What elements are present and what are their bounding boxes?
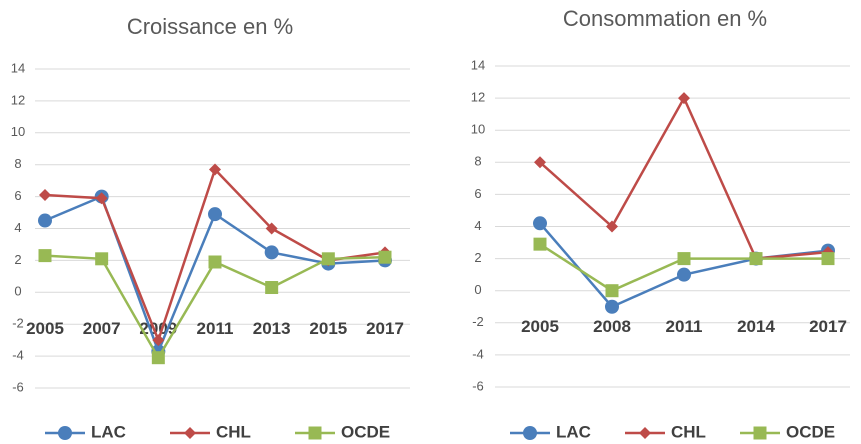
x-tick-label: 2017 — [809, 317, 847, 336]
y-tick-label: 4 — [474, 218, 481, 233]
marker — [95, 252, 109, 266]
marker — [606, 220, 618, 233]
y-tick-label: 6 — [14, 188, 21, 203]
y-tick-label: 14 — [11, 60, 25, 75]
series-line — [539, 95, 829, 260]
x-tick-label: 2011 — [666, 317, 703, 336]
marker — [533, 237, 547, 251]
y-tick-label: 10 — [471, 122, 485, 137]
marker — [677, 267, 691, 282]
y-tick-label: 14 — [471, 57, 485, 72]
marker — [184, 427, 196, 439]
marker — [533, 216, 547, 231]
marker — [378, 250, 392, 264]
marker — [321, 252, 335, 266]
marker — [264, 245, 279, 260]
y-tick-label: -2 — [12, 316, 24, 331]
marker — [753, 426, 767, 440]
y-tick-label: 2 — [474, 250, 481, 265]
y-tick-label: 12 — [11, 92, 25, 107]
legend-label: LAC — [91, 422, 126, 441]
y-tick-label: 2 — [14, 252, 21, 267]
marker — [265, 222, 278, 235]
marker — [265, 281, 279, 295]
x-tick-label: 2017 — [366, 319, 404, 338]
y-tick-label: 0 — [474, 282, 481, 297]
legend-label: OCDE — [341, 422, 390, 441]
marker — [208, 207, 222, 222]
marker — [605, 284, 619, 298]
x-tick-label: 2011 — [197, 319, 234, 338]
marker — [209, 163, 221, 176]
marker — [95, 192, 108, 205]
series-line — [539, 243, 828, 293]
x-tick-label: 2008 — [593, 317, 631, 336]
x-tick-label: 2014 — [737, 317, 775, 336]
x-tick-label: 2013 — [253, 319, 291, 338]
x-tick-label: 2007 — [83, 319, 121, 338]
marker — [639, 427, 651, 439]
y-tick-label: -6 — [472, 378, 484, 393]
marker — [523, 426, 537, 440]
y-tick-label: 10 — [11, 124, 25, 139]
y-tick-label: 0 — [14, 284, 21, 299]
marker — [38, 249, 52, 263]
legend-label: OCDE — [786, 422, 835, 441]
marker — [152, 334, 165, 347]
y-tick-label: -4 — [12, 348, 24, 363]
x-tick-label: 2015 — [309, 319, 347, 338]
y-tick-label: 8 — [14, 156, 21, 171]
y-tick-label: 12 — [471, 90, 485, 105]
y-tick-label: -6 — [12, 379, 24, 394]
marker — [749, 252, 763, 266]
chart-title: Consommation en % — [563, 6, 767, 31]
marker — [208, 255, 222, 269]
x-tick-label: 2005 — [26, 319, 64, 338]
legend-label: LAC — [556, 422, 591, 441]
marker — [677, 252, 691, 266]
marker — [308, 426, 322, 440]
marker — [38, 213, 52, 228]
y-tick-label: -4 — [472, 346, 484, 361]
marker — [605, 299, 619, 314]
legend-label: CHL — [671, 422, 706, 441]
marker — [39, 189, 51, 202]
marker — [534, 156, 546, 169]
legend-label: CHL — [216, 422, 251, 441]
series-line — [44, 254, 386, 361]
y-tick-label: 8 — [474, 154, 481, 169]
marker — [58, 426, 72, 440]
y-tick-label: 4 — [14, 220, 21, 235]
marker — [678, 92, 690, 105]
x-tick-label: 2005 — [521, 317, 559, 336]
marker — [821, 252, 835, 266]
marker — [151, 351, 165, 365]
y-tick-label: -2 — [472, 314, 484, 329]
y-tick-label: 6 — [474, 186, 481, 201]
chart-title: Croissance en % — [127, 14, 293, 39]
